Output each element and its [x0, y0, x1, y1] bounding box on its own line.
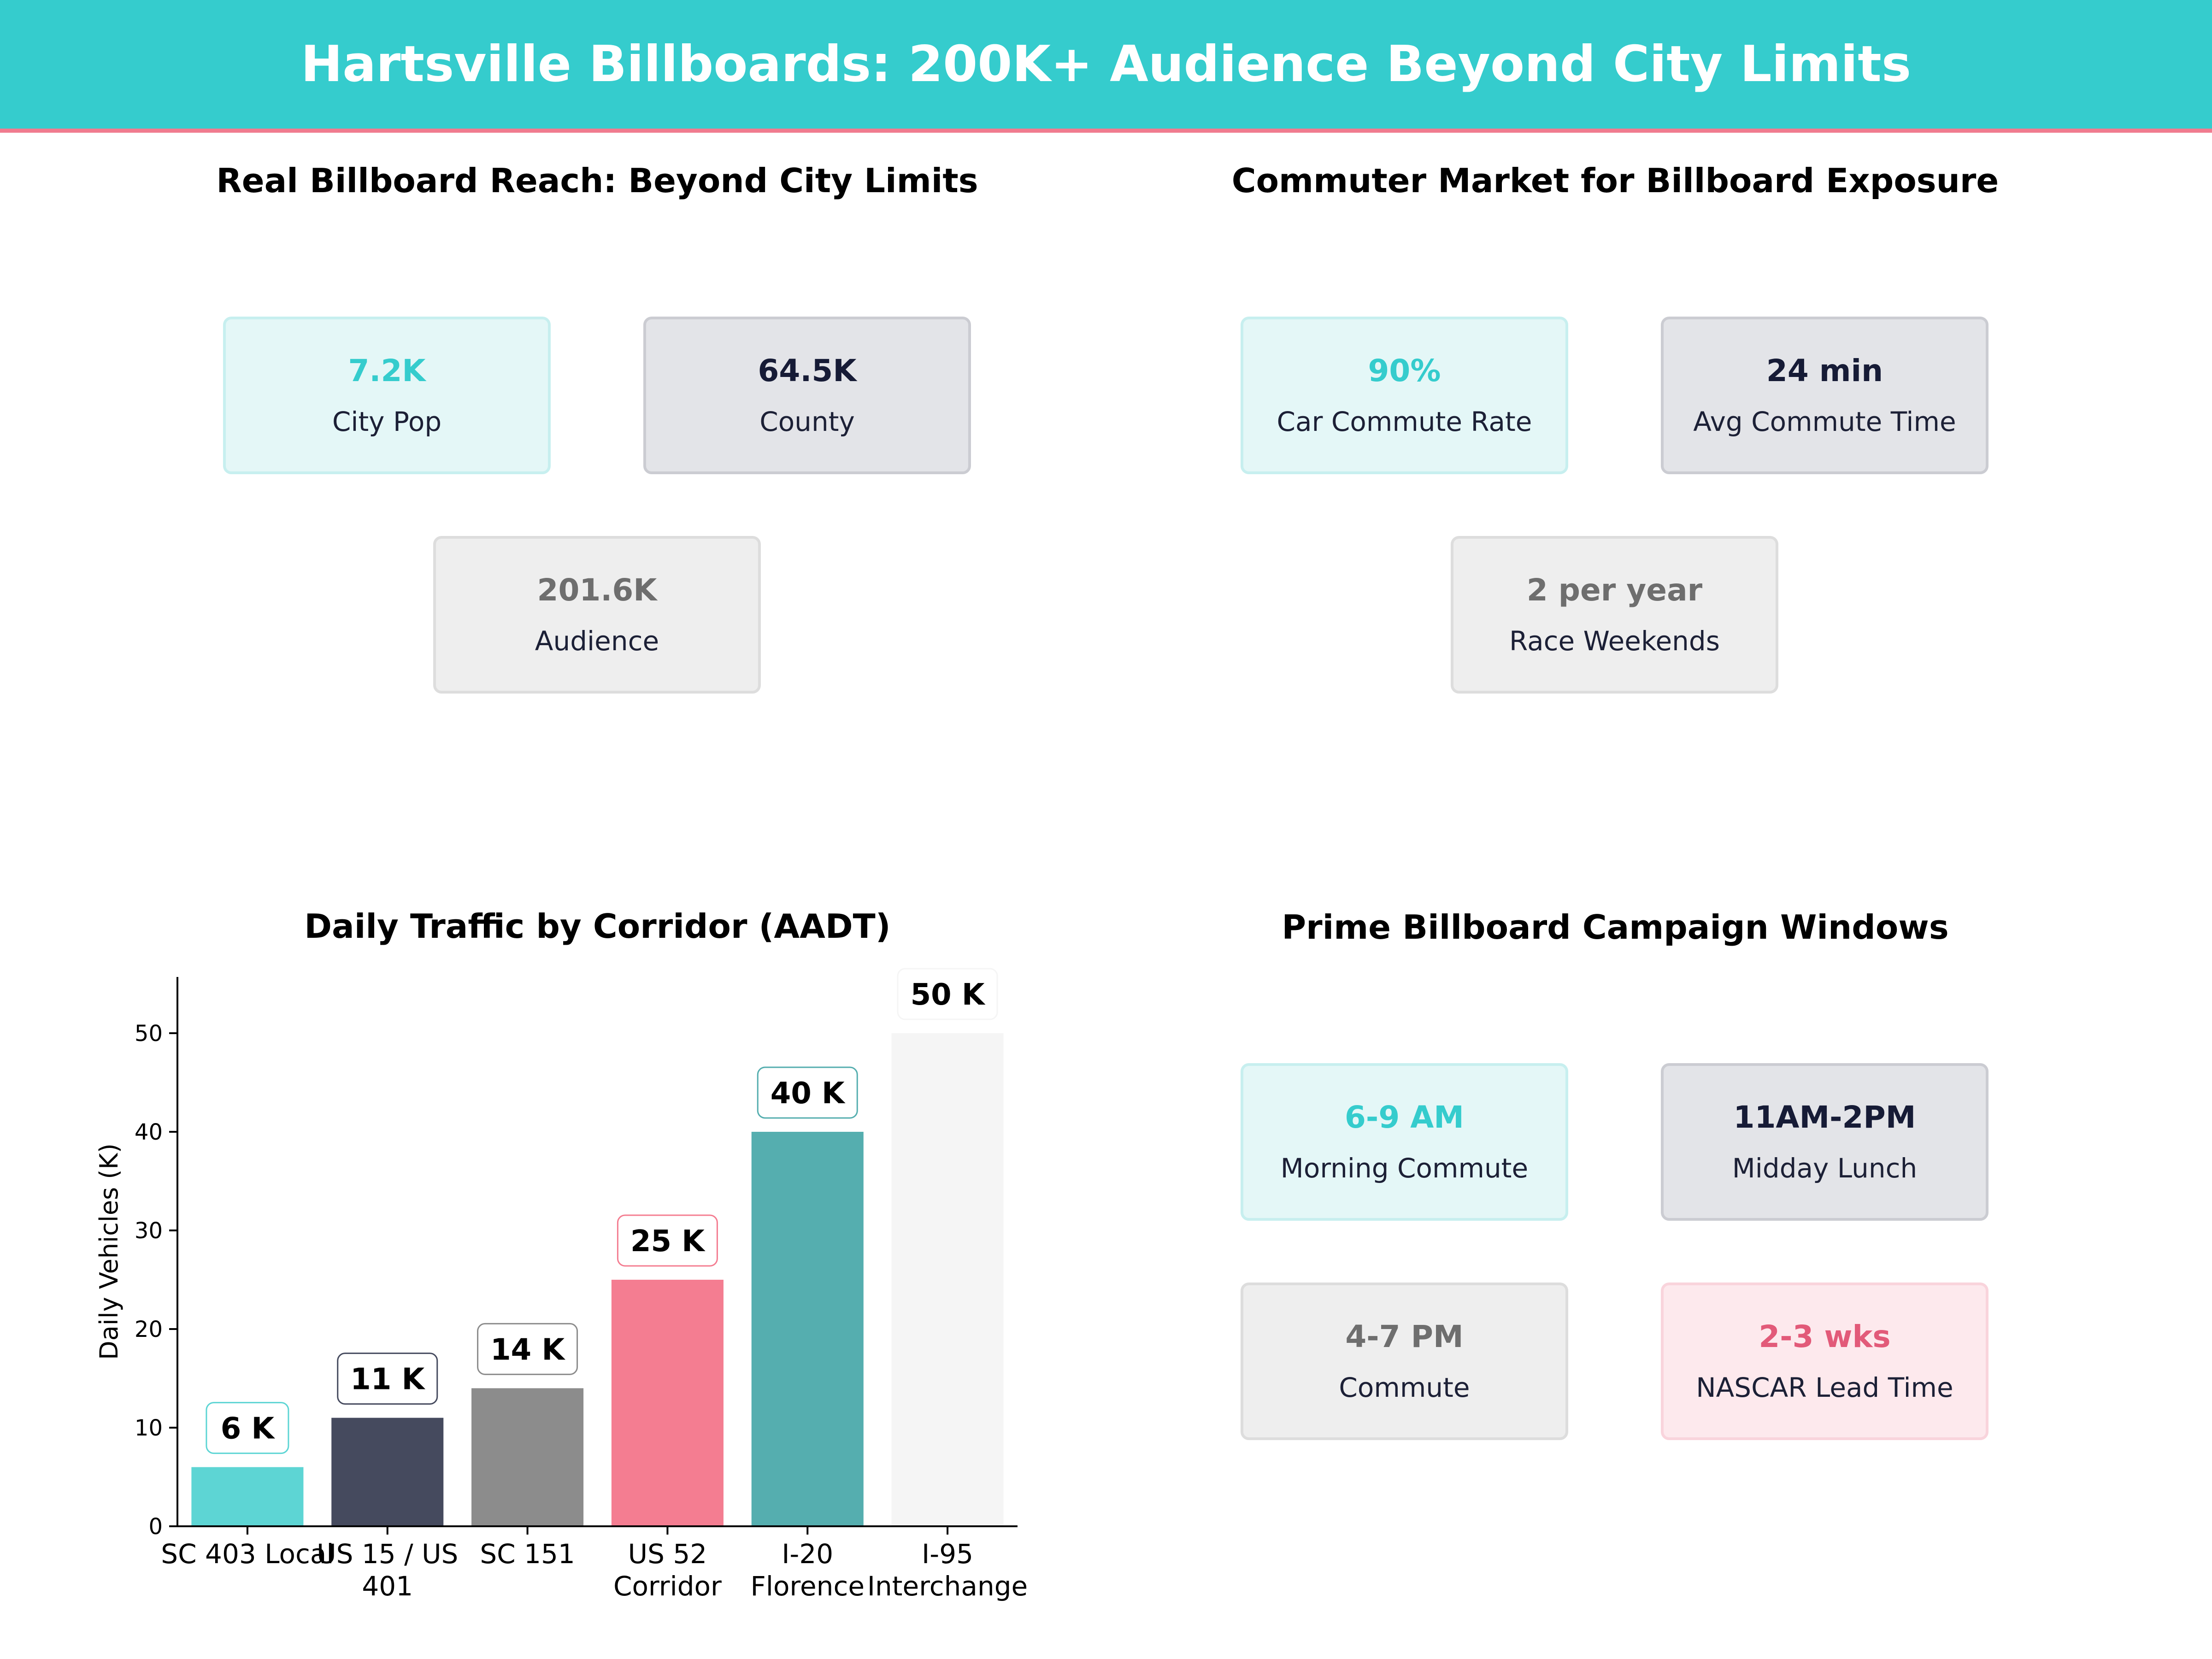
- kpi-value: 11AM-2PM: [1733, 1100, 1916, 1135]
- kpi-card-city-pop: 7.2K City Pop: [223, 317, 551, 474]
- value-label: 6 K: [221, 1412, 276, 1446]
- value-label: 25 K: [630, 1224, 706, 1259]
- value-label: 11 K: [350, 1363, 425, 1397]
- kpi-value: 4-7 PM: [1345, 1319, 1464, 1354]
- kpi-card-commute-time: 24 min Avg Commute Time: [1661, 317, 1988, 474]
- x-tick-label: I-95: [922, 1538, 973, 1570]
- value-label-box: [897, 968, 998, 1020]
- header-divider: [0, 129, 2212, 133]
- bar: [751, 1131, 864, 1526]
- value-label: 14 K: [490, 1333, 565, 1367]
- value-label-box: [477, 1323, 578, 1375]
- x-tick-label: US 15 / US: [317, 1538, 458, 1570]
- kpi-value: 201.6K: [537, 572, 657, 608]
- value-label: 50 K: [911, 978, 986, 1012]
- kpi-card-midday: 11AM-2PM Midday Lunch: [1661, 1063, 1988, 1221]
- kpi-label: County: [759, 406, 855, 437]
- header-banner: Hartsville Billboards: 200K+ Audience Be…: [0, 0, 2212, 129]
- windows-panel-title: Prime Billboard Campaign Windows: [1282, 908, 1949, 947]
- y-tick-label: 10: [135, 1415, 163, 1441]
- x-tick-label: SC 403 Local: [161, 1538, 334, 1570]
- kpi-value: 2 per year: [1526, 572, 1703, 608]
- kpi-label: Race Weekends: [1509, 625, 1720, 657]
- kpi-value: 6-9 AM: [1345, 1100, 1464, 1135]
- kpi-value: 64.5K: [758, 353, 857, 388]
- value-label: 40 K: [771, 1077, 846, 1111]
- x-tick-label: US 52: [628, 1538, 707, 1570]
- value-label-box: [337, 1353, 438, 1405]
- y-tick-label: 0: [148, 1514, 163, 1540]
- value-label-box: [206, 1402, 289, 1454]
- kpi-label: Car Commute Rate: [1277, 406, 1532, 437]
- kpi-label: Commute: [1339, 1372, 1470, 1403]
- y-tick-label: 40: [135, 1119, 163, 1145]
- page-title: Hartsville Billboards: 200K+ Audience Be…: [300, 35, 1912, 93]
- bar: [191, 1467, 304, 1526]
- kpi-card-car-commute: 90% Car Commute Rate: [1241, 317, 1568, 474]
- x-tick-label: 401: [362, 1571, 413, 1602]
- bar: [471, 1388, 584, 1526]
- commuter-panel-title: Commuter Market for Billboard Exposure: [1231, 161, 1999, 200]
- kpi-label: NASCAR Lead Time: [1696, 1372, 1953, 1403]
- kpi-value: 90%: [1368, 353, 1441, 388]
- kpi-card-race-weekends: 2 per year Race Weekends: [1451, 536, 1778, 694]
- bar: [331, 1418, 444, 1526]
- kpi-value: 24 min: [1766, 353, 1883, 388]
- kpi-label: City Pop: [332, 406, 442, 437]
- kpi-card-morning: 6-9 AM Morning Commute: [1241, 1063, 1568, 1221]
- kpi-label: Audience: [535, 625, 659, 657]
- bar: [611, 1279, 724, 1526]
- y-tick-label: 20: [135, 1317, 163, 1342]
- kpi-label: Midday Lunch: [1732, 1153, 1918, 1184]
- kpi-value: 2-3 wks: [1759, 1319, 1891, 1354]
- y-tick-label: 30: [135, 1218, 163, 1244]
- chart-title: Daily Traffic by Corridor (AADT): [304, 907, 890, 946]
- x-tick-label: SC 151: [480, 1538, 575, 1570]
- kpi-label: Morning Commute: [1280, 1153, 1529, 1184]
- x-tick-label: I-20: [782, 1538, 833, 1570]
- x-tick-label: Corridor: [613, 1571, 722, 1602]
- y-axis-label: Daily Vehicles (K): [94, 1143, 124, 1360]
- value-label-box: [757, 1066, 858, 1119]
- kpi-value: 7.2K: [348, 353, 426, 388]
- kpi-card-evening: 4-7 PM Commute: [1241, 1282, 1568, 1440]
- y-tick-label: 50: [135, 1021, 163, 1047]
- kpi-card-audience: 201.6K Audience: [433, 536, 761, 694]
- kpi-label: Avg Commute Time: [1693, 406, 1956, 437]
- kpi-card-county: 64.5K County: [643, 317, 971, 474]
- bar: [891, 1033, 1004, 1526]
- x-tick-label: Florence: [750, 1571, 865, 1602]
- kpi-card-nascar: 2-3 wks NASCAR Lead Time: [1661, 1282, 1988, 1440]
- reach-panel-title: Real Billboard Reach: Beyond City Limits: [216, 161, 978, 200]
- value-label-box: [617, 1214, 718, 1267]
- x-tick-label: Interchange: [867, 1571, 1028, 1602]
